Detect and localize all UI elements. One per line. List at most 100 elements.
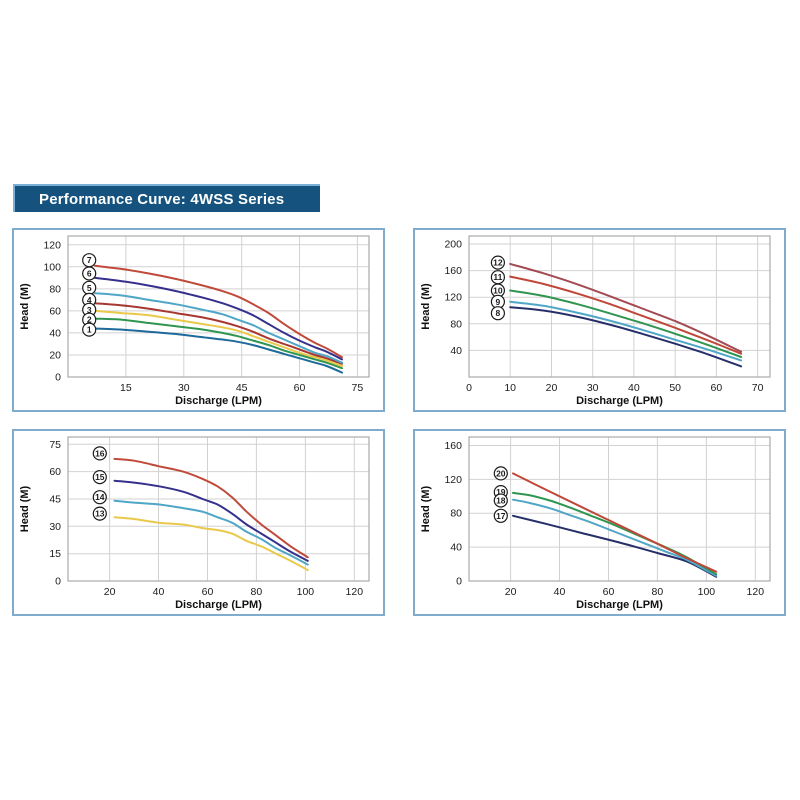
svg-text:13: 13 xyxy=(95,509,105,519)
svg-text:40: 40 xyxy=(450,542,462,554)
x-tick-labels: 20 40 60 80 100 120 xyxy=(104,586,363,598)
curve-5 xyxy=(94,292,343,364)
svg-text:5: 5 xyxy=(87,283,92,293)
svg-text:60: 60 xyxy=(202,586,214,598)
curves xyxy=(113,457,309,572)
svg-text:120: 120 xyxy=(43,239,61,251)
chart-panel-bottom-right: 20 40 60 80 100 120 0 40 80 120 160 Discharge (LPM)… xyxy=(413,429,786,616)
curves xyxy=(509,262,743,368)
curve-label-20: 20 xyxy=(493,466,508,481)
svg-text:20: 20 xyxy=(496,468,506,478)
curve-18 xyxy=(512,498,718,577)
svg-text:70: 70 xyxy=(752,382,764,394)
curve-label-5: 5 xyxy=(82,280,97,295)
curve-label-12: 12 xyxy=(490,255,506,270)
svg-text:17: 17 xyxy=(496,511,506,521)
curves xyxy=(94,264,343,374)
curve-12 xyxy=(509,262,743,353)
svg-text:20: 20 xyxy=(49,350,61,362)
curve-label-10: 10 xyxy=(490,283,506,298)
svg-text:60: 60 xyxy=(603,586,615,598)
svg-text:120: 120 xyxy=(747,586,765,598)
x-axis-title: Discharge (LPM) xyxy=(576,599,663,611)
svg-text:100: 100 xyxy=(297,586,315,598)
svg-text:7: 7 xyxy=(87,255,92,265)
x-tick-labels: 15 30 45 60 75 xyxy=(120,382,363,394)
svg-text:19: 19 xyxy=(496,487,506,497)
svg-text:2: 2 xyxy=(87,315,92,325)
svg-text:40: 40 xyxy=(450,345,462,357)
curve-label-7: 7 xyxy=(82,253,97,268)
curve-label-8: 8 xyxy=(490,306,506,321)
svg-text:30: 30 xyxy=(49,521,61,533)
svg-text:80: 80 xyxy=(49,283,61,295)
x-tick-labels: 20 40 60 80 100 120 xyxy=(505,586,764,598)
svg-text:40: 40 xyxy=(153,586,165,598)
svg-text:3: 3 xyxy=(87,305,92,315)
curve-4 xyxy=(94,302,343,365)
curve-label-18: 18 xyxy=(493,493,508,508)
curve-labels: 16 15 14 13 xyxy=(92,446,107,521)
plot-border xyxy=(468,436,771,582)
page-title: Performance Curve: 4WSS Series xyxy=(39,190,285,208)
svg-text:100: 100 xyxy=(698,586,716,598)
curve-17 xyxy=(512,514,718,578)
chart-panel-top-right: 0 10 20 30 40 50 60 70 40 80 120 160 200 Discharge (L… xyxy=(413,228,786,412)
svg-text:8: 8 xyxy=(496,308,501,318)
svg-text:40: 40 xyxy=(49,327,61,339)
svg-text:60: 60 xyxy=(49,305,61,317)
svg-text:20: 20 xyxy=(104,586,116,598)
y-axis-title: Head (M) xyxy=(420,485,432,532)
y-tick-labels: 0 20 40 60 80 100 120 xyxy=(43,239,61,383)
svg-text:200: 200 xyxy=(444,239,462,251)
curve-10 xyxy=(509,289,743,358)
svg-text:9: 9 xyxy=(496,297,501,307)
curve-3 xyxy=(94,309,343,367)
svg-text:80: 80 xyxy=(251,586,263,598)
x-axis-title: Discharge (LPM) xyxy=(576,395,663,407)
curve-11 xyxy=(509,275,743,355)
curve-label-15: 15 xyxy=(92,469,107,485)
svg-text:15: 15 xyxy=(120,382,132,394)
svg-text:0: 0 xyxy=(55,576,61,588)
gridlines xyxy=(68,437,369,582)
curve-label-14: 14 xyxy=(92,490,107,505)
svg-text:0: 0 xyxy=(55,372,61,384)
svg-text:30: 30 xyxy=(587,382,599,394)
svg-text:45: 45 xyxy=(236,382,248,394)
svg-text:60: 60 xyxy=(294,382,306,394)
x-tick-labels: 0 10 20 30 40 50 60 70 xyxy=(466,382,764,394)
chart-svg-bottom-left: 20 40 60 80 100 120 0 15 30 45 60 75 Discharge (LPM)… xyxy=(19,436,370,611)
plot-border xyxy=(468,235,771,378)
x-axis-title: Discharge (LPM) xyxy=(175,395,262,407)
plot-border xyxy=(67,436,370,582)
svg-text:11: 11 xyxy=(493,272,502,282)
chart-panel-bottom-left: 20 40 60 80 100 120 0 15 30 45 60 75 Discharge (LPM)… xyxy=(12,429,385,616)
chart-panel-top-left: 15 30 45 60 75 0 20 40 60 80 100 120 Discharge (LPM)… xyxy=(12,228,385,412)
curve-2 xyxy=(94,317,343,370)
gridlines xyxy=(469,437,770,582)
chart-svg-bottom-right: 20 40 60 80 100 120 0 40 80 120 160 Discharge (LPM)… xyxy=(420,436,771,611)
svg-text:80: 80 xyxy=(450,318,462,330)
svg-text:50: 50 xyxy=(669,382,681,394)
svg-text:0: 0 xyxy=(456,576,462,588)
svg-text:10: 10 xyxy=(504,382,516,394)
svg-text:120: 120 xyxy=(346,586,364,598)
svg-text:75: 75 xyxy=(49,439,61,451)
svg-text:60: 60 xyxy=(711,382,723,394)
svg-text:60: 60 xyxy=(49,466,61,478)
curve-16 xyxy=(113,457,309,559)
y-axis-title: Head (M) xyxy=(19,283,31,330)
curve-label-17: 17 xyxy=(493,508,508,523)
svg-text:15: 15 xyxy=(49,548,61,560)
svg-text:18: 18 xyxy=(496,496,506,506)
svg-text:75: 75 xyxy=(352,382,364,394)
curve-8 xyxy=(509,306,743,368)
curve-14 xyxy=(113,499,309,566)
curve-label-1: 1 xyxy=(82,322,97,337)
curve-label-6: 6 xyxy=(82,266,97,281)
curve-20 xyxy=(512,472,718,573)
